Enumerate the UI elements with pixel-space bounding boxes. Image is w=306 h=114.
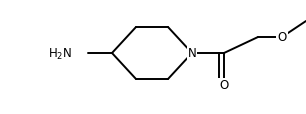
Text: N: N: [188, 47, 196, 60]
Text: H$_2$N: H$_2$N: [48, 46, 72, 61]
Text: O: O: [277, 31, 287, 44]
Text: O: O: [219, 79, 229, 92]
